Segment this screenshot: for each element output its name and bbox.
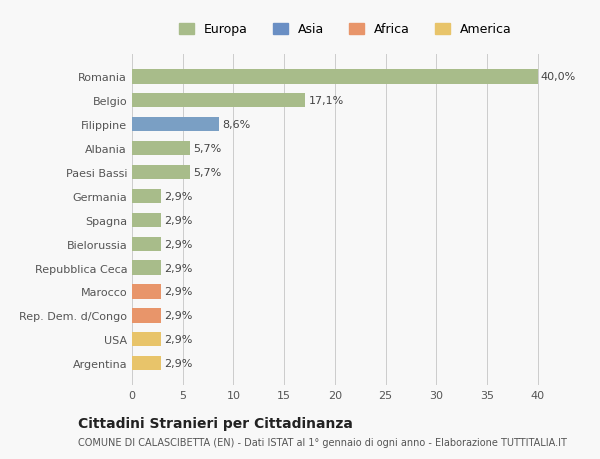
Text: COMUNE DI CALASCIBETTA (EN) - Dati ISTAT al 1° gennaio di ogni anno - Elaborazio: COMUNE DI CALASCIBETTA (EN) - Dati ISTAT… [78, 437, 567, 447]
Text: Cittadini Stranieri per Cittadinanza: Cittadini Stranieri per Cittadinanza [78, 416, 353, 430]
Bar [132, 356, 161, 370]
Text: 2,9%: 2,9% [164, 311, 193, 321]
Bar [132, 332, 161, 347]
Bar [132, 94, 305, 108]
Text: 40,0%: 40,0% [541, 72, 576, 82]
Bar [132, 166, 190, 180]
Bar [132, 213, 161, 228]
Text: 2,9%: 2,9% [164, 239, 193, 249]
Text: 2,9%: 2,9% [164, 358, 193, 369]
Text: 8,6%: 8,6% [222, 120, 251, 130]
Text: 5,7%: 5,7% [193, 168, 221, 178]
Bar [132, 142, 190, 156]
Bar [132, 261, 161, 275]
Bar [132, 118, 219, 132]
Text: 2,9%: 2,9% [164, 287, 193, 297]
Bar [132, 70, 538, 84]
Legend: Europa, Asia, Africa, America: Europa, Asia, Africa, America [173, 18, 517, 41]
Bar [132, 189, 161, 204]
Text: 5,7%: 5,7% [193, 144, 221, 154]
Bar [132, 285, 161, 299]
Text: 2,9%: 2,9% [164, 215, 193, 225]
Text: 2,9%: 2,9% [164, 335, 193, 345]
Text: 2,9%: 2,9% [164, 191, 193, 202]
Bar [132, 237, 161, 252]
Text: 2,9%: 2,9% [164, 263, 193, 273]
Text: 17,1%: 17,1% [308, 96, 344, 106]
Bar [132, 308, 161, 323]
